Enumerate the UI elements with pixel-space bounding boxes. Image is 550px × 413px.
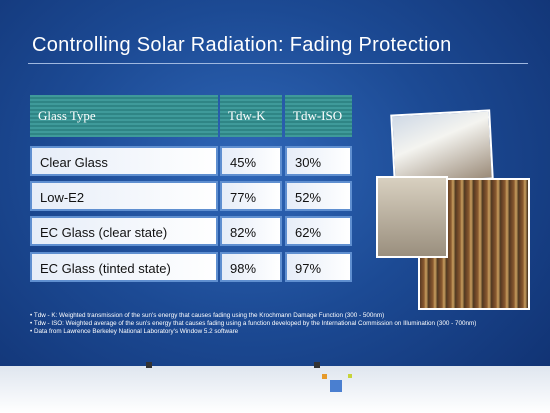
decor-square: [322, 374, 327, 379]
note-text: Tdw - ISO: Weighted average of the sun's…: [33, 320, 477, 327]
decor-square: [348, 374, 352, 378]
decor-square: [314, 362, 320, 368]
table-cell: EC Glass (tinted state): [30, 252, 218, 282]
table-cell: 30%: [285, 146, 352, 176]
table-cell: 97%: [285, 252, 352, 282]
table-cell: 62%: [285, 216, 352, 246]
note: • Data from Lawrence Berkeley National L…: [30, 328, 530, 336]
bullet: •: [30, 312, 34, 319]
table-cell: 98%: [220, 252, 282, 282]
notes: • Tdw - K: Weighted transmission of the …: [30, 312, 530, 336]
note: • Tdw - K: Weighted transmission of the …: [30, 312, 530, 320]
header-cell: Glass Type: [30, 95, 218, 137]
note: • Tdw - ISO: Weighted average of the sun…: [30, 320, 530, 328]
interior-photo: [376, 176, 448, 258]
table-cell: 82%: [220, 216, 282, 246]
note-text: Data from Lawrence Berkeley National Lab…: [33, 328, 239, 335]
decor-square: [146, 362, 152, 368]
skylight-photo: [390, 109, 494, 185]
table-cell: EC Glass (clear state): [30, 216, 218, 246]
slide-title: Controlling Solar Radiation: Fading Prot…: [32, 34, 452, 56]
bullet: •: [30, 320, 34, 327]
bullet: •: [30, 328, 34, 335]
decor-square: [330, 380, 342, 392]
header-cell: Tdw-ISO: [285, 95, 352, 137]
table-cell: 77%: [220, 181, 282, 211]
note-text: Tdw - K: Weighted transmission of the su…: [33, 312, 385, 319]
table-cell: 52%: [285, 181, 352, 211]
footer-band: [0, 362, 550, 413]
title-rule: [28, 63, 528, 64]
table-cell: 45%: [220, 146, 282, 176]
table-cell: Low-E2: [30, 181, 218, 211]
table-cell: Clear Glass: [30, 146, 218, 176]
header-cell: Tdw-K: [220, 95, 282, 137]
